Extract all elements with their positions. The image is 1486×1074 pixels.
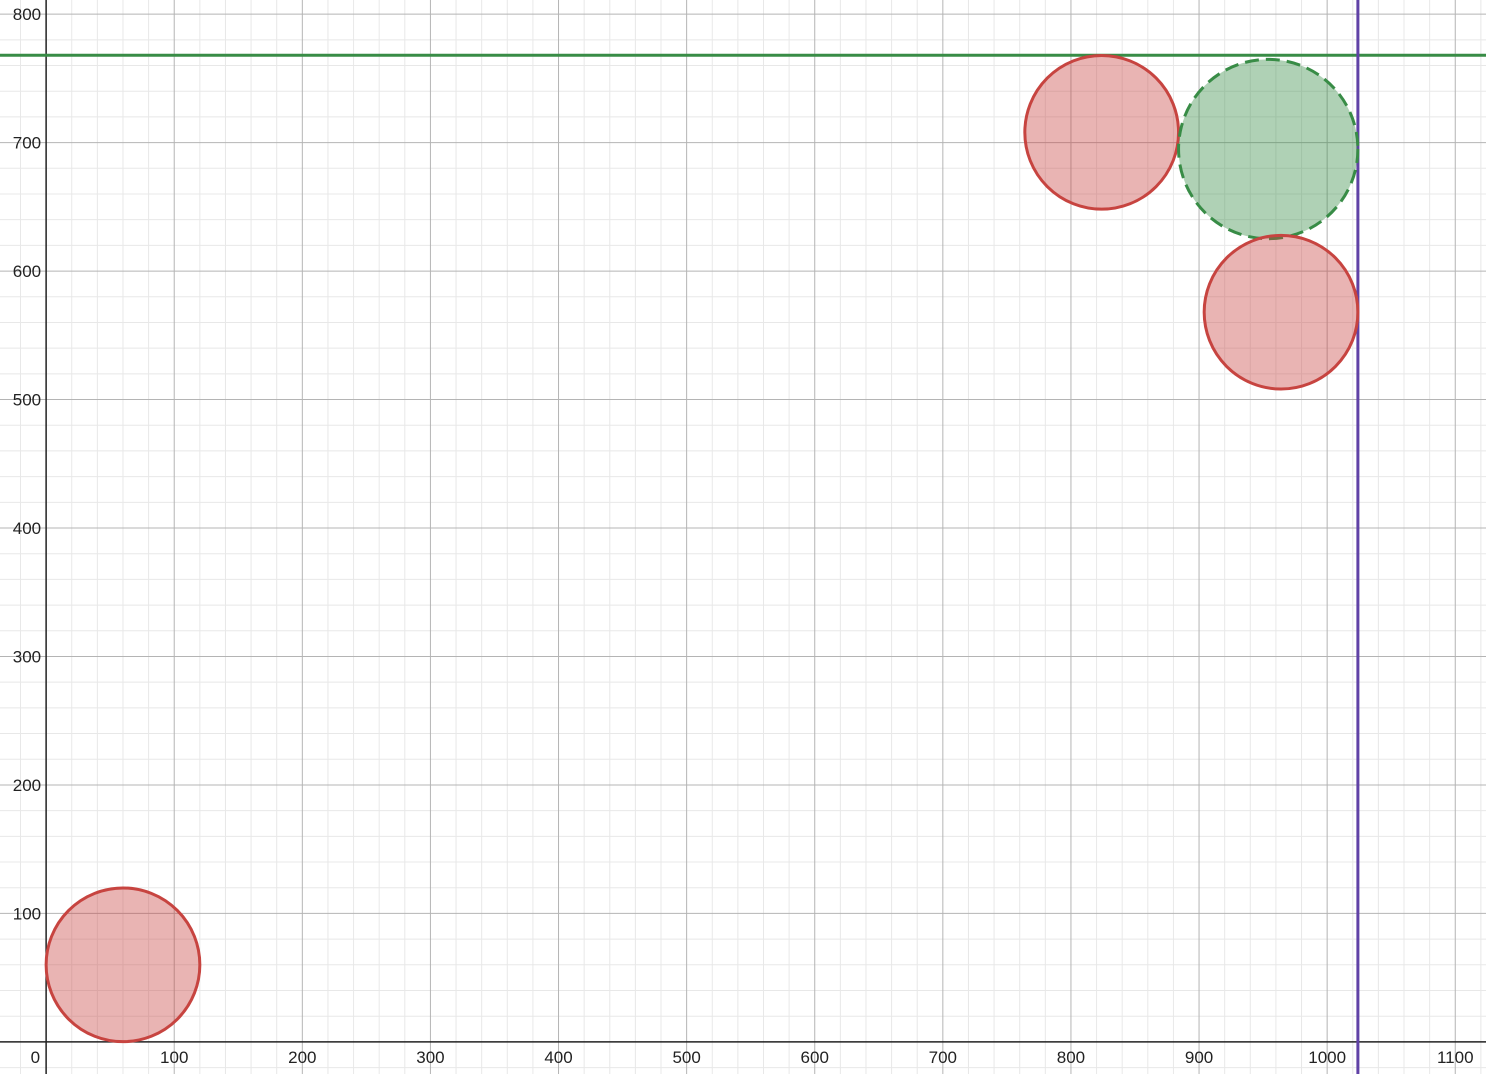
x-tick-label: 400 (544, 1048, 572, 1067)
circle[interactable] (1202, 233, 1360, 391)
circles (44, 53, 1360, 1044)
x-tick-label: 100 (160, 1048, 188, 1067)
y-tick-label: 100 (13, 904, 41, 923)
circle[interactable] (1023, 53, 1181, 211)
y-tick-label: 800 (13, 5, 41, 24)
x-tick-label: 200 (288, 1048, 316, 1067)
y-tick-label: 200 (13, 776, 41, 795)
circle[interactable] (44, 886, 202, 1044)
y-tick-label: 600 (13, 262, 41, 281)
x-tick-label: 500 (672, 1048, 700, 1067)
x-tick-labels: 0 100 200 300 400 500 600 700 800 900 1000 1100 (31, 1048, 1474, 1067)
x-tick-label: 1000 (1308, 1048, 1346, 1067)
x-tick-label: 900 (1185, 1048, 1213, 1067)
x-tick-label: 700 (929, 1048, 957, 1067)
x-tick-label: 600 (801, 1048, 829, 1067)
y-tick-label: 300 (13, 647, 41, 666)
y-tick-label: 700 (13, 134, 41, 153)
x-tick-label: 800 (1057, 1048, 1085, 1067)
x-tick-label: 300 (416, 1048, 444, 1067)
y-tick-label: 500 (13, 391, 41, 410)
x-tick-label: 1100 (1437, 1048, 1474, 1067)
y-tick-label: 400 (13, 519, 41, 538)
origin-label: 0 (31, 1048, 40, 1067)
dashed-circle[interactable] (1177, 57, 1360, 241)
y-tick-labels: 100 200 300 400 500 600 700 800 (13, 5, 41, 923)
